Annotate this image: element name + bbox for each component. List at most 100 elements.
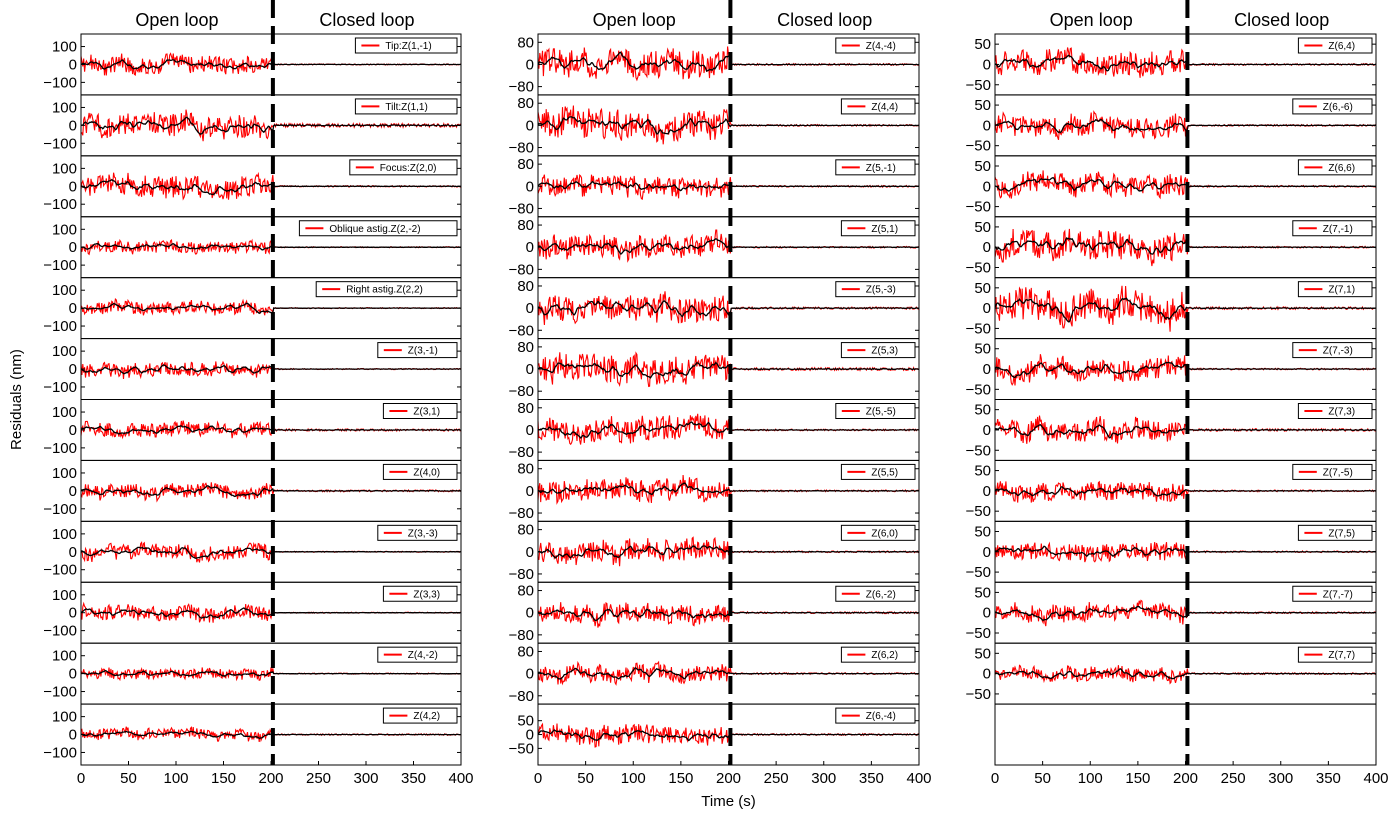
y-tick-label: 0 — [983, 666, 991, 683]
legend-box — [1297, 281, 1373, 298]
y-tick-label: 0 — [526, 422, 534, 439]
legend-box — [315, 281, 458, 298]
y-tick-label: 50 — [974, 341, 991, 358]
legend-box — [382, 707, 458, 724]
legend-label: Z(5,-1) — [866, 163, 896, 174]
legend-box — [840, 646, 916, 663]
x-tick-label: 150 — [1125, 770, 1150, 787]
y-tick-label: 80 — [517, 217, 534, 234]
y-tick-label: −80 — [509, 444, 534, 461]
y-tick-label: −50 — [966, 625, 991, 642]
filtered-residual-series — [995, 486, 1376, 497]
legend-label: Z(3,1) — [413, 407, 440, 418]
x-tick-label: 0 — [991, 770, 999, 787]
y-tick-label: 80 — [517, 95, 534, 112]
y-tick-label: 80 — [517, 522, 534, 539]
y-tick-label: 80 — [517, 400, 534, 417]
y-tick-label: 0 — [983, 178, 991, 195]
y-tick-label: 0 — [526, 117, 534, 134]
y-tick-label: 80 — [517, 583, 534, 600]
y-tick-label: −80 — [509, 200, 534, 217]
y-tick-label: 0 — [983, 605, 991, 622]
open-loop-header: Open loop — [135, 10, 218, 30]
x-tick-label: 150 — [668, 770, 693, 787]
y-tick-label: 0 — [526, 239, 534, 256]
y-tick-label: 50 — [974, 463, 991, 480]
filtered-residual-series — [995, 605, 1376, 622]
legend-label: Z(4,-4) — [866, 41, 896, 52]
y-tick-label: −50 — [509, 740, 534, 757]
legend-label: Z(7,3) — [1328, 407, 1355, 418]
y-tick-label: 0 — [983, 117, 991, 134]
closed-loop-header: Closed loop — [777, 10, 872, 30]
y-tick-label: −80 — [509, 627, 534, 644]
x-tick-label: 250 — [306, 770, 331, 787]
legend-label: Z(6,-6) — [1323, 102, 1353, 113]
subplot: 80 0 −80 Z(5,3) — [509, 338, 920, 400]
legend-box — [1292, 98, 1373, 115]
y-tick-label: −50 — [966, 320, 991, 337]
y-tick-label: 80 — [517, 643, 534, 660]
legend-box — [840, 220, 916, 237]
y-tick-label: −50 — [966, 503, 991, 520]
y-tick-label: 0 — [983, 544, 991, 561]
legend-label: Z(4,4) — [871, 102, 898, 113]
y-tick-label: −100 — [43, 562, 77, 579]
x-tick-label: 300 — [353, 770, 378, 787]
legend-label: Z(4,2) — [413, 711, 440, 722]
legend-label: Z(6,-2) — [866, 589, 896, 600]
subplot: 80 0 −80 Z(5,1) — [509, 216, 920, 278]
y-tick-label: 100 — [52, 709, 77, 726]
y-tick-label: −80 — [509, 688, 534, 705]
y-tick-label: −50 — [966, 564, 991, 581]
y-tick-label: 0 — [69, 483, 77, 500]
x-axis-label: Time (s) — [701, 793, 755, 810]
x-tick-label: 250 — [1221, 770, 1246, 787]
chart-column: 1000−100Tip:Z(1,-1)1000−100Tilt:Z(1,1)10… — [43, 0, 474, 787]
filtered-residual-series — [995, 297, 1376, 323]
subplot: 50 0 −50 Z(7,3) — [966, 399, 1377, 461]
filtered-residual-series — [81, 485, 461, 498]
legend-box — [840, 98, 916, 115]
subplot: 80 0 −80 Z(6,0) — [509, 520, 920, 583]
subplot: 50 0 −50 Z(6,6) — [966, 155, 1377, 218]
legend-box — [1297, 159, 1373, 176]
y-tick-label: 100 — [52, 465, 77, 482]
y-tick-label: −80 — [509, 505, 534, 522]
legend-box — [835, 707, 916, 724]
legend-box — [377, 524, 458, 541]
legend-box — [354, 98, 458, 115]
chart-column: 80 0 −80 Z(4,-4) 80 0 −80 Z(4,4) 80 0 −80 Z(5,-1) 80… — [509, 0, 932, 787]
subplot: 50 0 −50 Z(7,-7) — [966, 581, 1377, 644]
y-tick-label: 0 — [983, 483, 991, 500]
legend-box — [382, 403, 458, 419]
y-tick-label: 0 — [983, 239, 991, 256]
filtered-residual-series — [538, 482, 919, 495]
subplot: 50 0 −50 Z(7,7) — [966, 642, 1377, 705]
x-tick-label: 50 — [120, 770, 137, 787]
y-tick-label: 80 — [517, 34, 534, 51]
legend-label: Z(6,0) — [871, 528, 898, 539]
x-tick-label: 100 — [163, 770, 188, 787]
y-tick-label: 100 — [52, 587, 77, 604]
filtered-residual-series — [81, 116, 461, 135]
x-tick-label: 400 — [448, 770, 473, 787]
y-tick-label: 0 — [69, 361, 77, 378]
subplot: 50 0 −50 Z(7,-1) — [966, 216, 1377, 279]
x-tick-label: 400 — [1363, 770, 1388, 787]
y-tick-label: 0 — [526, 56, 534, 73]
legend-box — [1292, 342, 1373, 359]
legend-box — [1297, 403, 1373, 419]
y-tick-label: 100 — [52, 648, 77, 665]
legend-label: Z(5,5) — [871, 467, 898, 478]
y-tick-label: 50 — [974, 97, 991, 114]
subplot: 80 0 −80 Z(4,4) — [509, 94, 920, 157]
subplot: 50 0 −50 Z(6,4) — [966, 33, 1377, 96]
legend-label: Z(7,-3) — [1323, 346, 1353, 357]
x-tick-label: 350 — [859, 770, 884, 787]
